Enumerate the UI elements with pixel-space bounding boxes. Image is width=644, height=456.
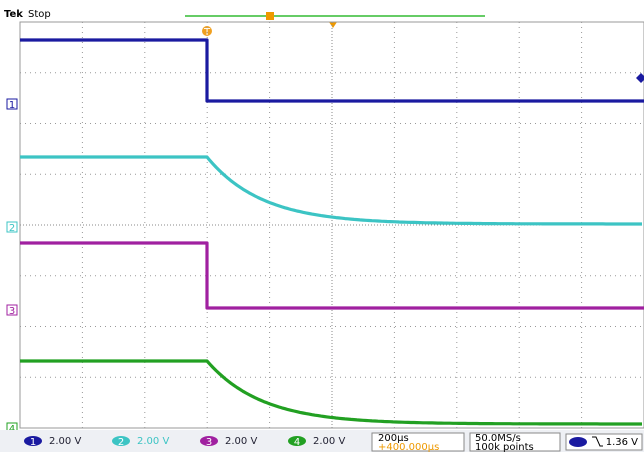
brand: Tek	[4, 9, 23, 20]
acquisition-box	[469, 432, 561, 452]
channel-marker	[6, 221, 18, 233]
record-marker	[266, 12, 274, 20]
channel-badge	[200, 436, 218, 446]
channel-marker-label: 3	[9, 306, 15, 317]
channel-marker-label: 2	[9, 223, 15, 234]
channel-badge-label: 3	[206, 437, 212, 448]
channel-scale: 2.00 V	[225, 436, 257, 447]
trigger-marker	[202, 26, 212, 36]
graticule-border	[19, 21, 644, 429]
center-marker	[329, 22, 337, 28]
channel-marker-label: 1	[9, 100, 15, 111]
channel-badge	[112, 436, 130, 446]
timebase-scale: 200µs	[378, 433, 409, 444]
channel-marker	[6, 98, 18, 110]
timebase-offset: +400.000µs	[378, 442, 439, 452]
channel-badge-label: 1	[30, 437, 36, 448]
waveform	[20, 359, 642, 426]
trigger-level-marker	[636, 73, 644, 83]
channel-badge	[288, 436, 306, 446]
waveform	[20, 155, 642, 226]
sample-rate: 50.0MS/s	[475, 433, 521, 444]
channel-scale: 2.00 V	[137, 436, 169, 447]
channel-badge-label: 4	[294, 437, 300, 448]
trigger-slope-icon	[592, 436, 603, 447]
channel-badge-label: 2	[118, 437, 124, 448]
channel-scale: 2.00 V	[49, 436, 81, 447]
waveform	[20, 38, 644, 103]
channel-marker-label: 4	[9, 424, 15, 435]
channel-badge	[24, 436, 42, 446]
timebase-box	[371, 432, 465, 452]
trigger-box	[565, 433, 643, 451]
record-length: 100k points	[475, 442, 534, 452]
waveform	[20, 241, 644, 310]
status: Stop	[28, 9, 51, 20]
trigger-level: 1.36 V	[606, 437, 638, 448]
channel-marker	[6, 304, 18, 316]
trigger-source-badge	[569, 437, 587, 447]
channel-scale: 2.00 V	[313, 436, 345, 447]
